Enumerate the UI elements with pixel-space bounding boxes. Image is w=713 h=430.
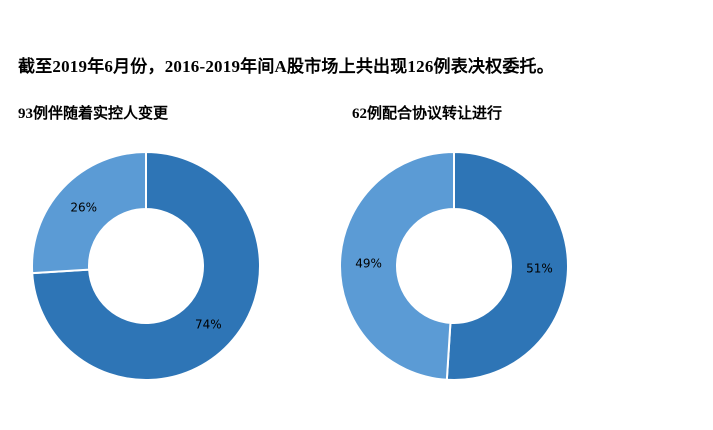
slice-percentage-label: 51% (526, 262, 553, 276)
slice-percentage-label: 49% (355, 256, 382, 270)
donut-slice (31, 150, 147, 275)
right-chart-title: 62例配合协议转让进行 (352, 106, 503, 122)
slice-percentage-label: 74% (195, 318, 222, 332)
main-title: 截至2019年6月份，2016-2019年间A股市场上共出现126例表决权委托。 (18, 57, 554, 76)
right-donut-chart: 51% 49% (339, 150, 569, 381)
donut-slice (445, 150, 569, 381)
left-chart-title: 93例伴随着实控人变更 (18, 106, 169, 122)
left-donut-chart: 74% 26% (31, 150, 261, 381)
donut-slice (31, 150, 261, 381)
donut-slice (339, 150, 455, 381)
slice-percentage-label: 26% (70, 200, 97, 214)
